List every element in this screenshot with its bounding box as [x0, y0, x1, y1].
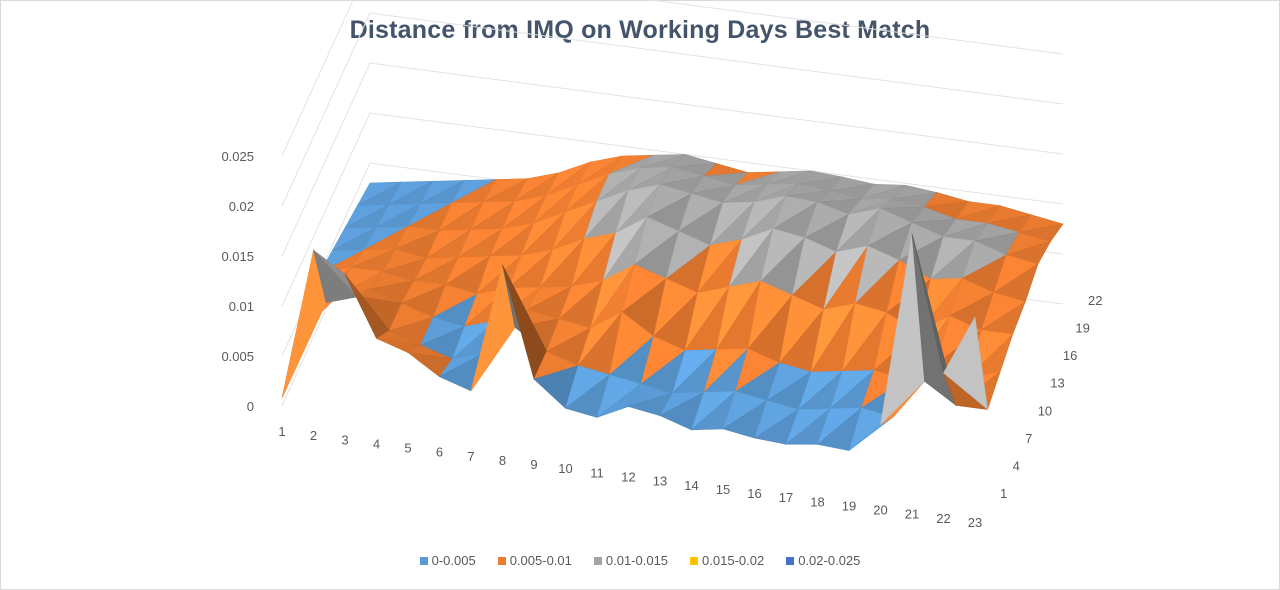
x-tick-label: 2: [310, 428, 317, 443]
z-tick-label: 0.02: [229, 199, 254, 214]
depth-tick-label: 19: [1075, 321, 1089, 336]
legend-swatch: [593, 556, 602, 565]
x-tick-label: 15: [716, 482, 730, 497]
depth-tick-label: 10: [1038, 403, 1052, 418]
x-tick-label: 12: [621, 470, 635, 485]
x-tick-label: 7: [467, 449, 474, 464]
depth-tick-label: 7: [1025, 431, 1032, 446]
legend-label: 0.005-0.01: [509, 553, 572, 568]
depth-tick-label: 4: [1013, 458, 1020, 473]
surface-mesh: [281, 154, 1064, 452]
x-tick-label: 9: [530, 457, 537, 472]
depth-tick-label: 1: [1000, 486, 1007, 501]
legend-item: 0.02-0.025: [786, 553, 860, 568]
x-tick-label: 5: [404, 441, 411, 456]
legend-swatch: [497, 556, 506, 565]
legend: 0-0.005 0.005-0.01 0.01-0.015 0.015-0.02 0.0…: [0, 553, 1280, 568]
x-tick-label: 23: [968, 515, 982, 530]
x-tick-label: 16: [747, 486, 761, 501]
z-tick-label: 0.025: [221, 149, 254, 164]
x-tick-label: 19: [842, 498, 856, 513]
legend-swatch: [690, 556, 699, 565]
legend-swatch: [786, 556, 795, 565]
z-tick-label: 0: [247, 399, 254, 414]
x-tick-label: 4: [373, 436, 380, 451]
x-tick-label: 20: [873, 503, 887, 518]
legend-label: 0.015-0.02: [702, 553, 765, 568]
depth-tick-label: 22: [1088, 293, 1102, 308]
legend-label: 0.02-0.025: [798, 553, 861, 568]
depth-tick-label: 16: [1063, 348, 1077, 363]
x-tick-label: 17: [779, 490, 793, 505]
z-tick-label: 0.01: [229, 299, 254, 314]
x-tick-label: 18: [810, 494, 824, 509]
legend-label: 0-0.005: [431, 553, 476, 568]
z-tick-label: 0.015: [221, 249, 254, 264]
x-tick-label: 3: [341, 432, 348, 447]
x-axis-ticks: 1 2 3 4 5 6 7 8 9 10 11 12 13 14 15 16 17 18 19 20 21 22 23: [278, 424, 982, 530]
x-tick-label: 11: [590, 465, 604, 480]
x-tick-label: 1: [278, 424, 285, 439]
chart-title: Distance from IMQ on Working Days Best M…: [349, 16, 931, 44]
x-tick-label: 13: [653, 474, 667, 489]
depth-tick-label: 13: [1050, 376, 1064, 391]
x-tick-label: 22: [936, 511, 950, 526]
gridline: [281, 112, 1064, 307]
legend-item: 0.015-0.02: [690, 553, 764, 568]
x-tick-label: 6: [436, 445, 443, 460]
gridline: [281, 0, 1064, 157]
legend-item: 0.005-0.01: [497, 553, 572, 568]
x-tick-label: 14: [684, 478, 698, 493]
z-tick-label: 0.005: [221, 349, 254, 364]
x-tick-label: 10: [558, 461, 572, 476]
legend-swatch: [419, 556, 428, 565]
z-axis-ticks: 0 0.005 0.01 0.015 0.02 0.025: [221, 149, 254, 414]
gridline: [281, 12, 1064, 207]
legend-label: 0.01-0.015: [605, 553, 669, 568]
gridline: [281, 62, 1064, 257]
legend-item: 0.01-0.015: [593, 553, 669, 568]
depth-axis-ticks: 147 10 13 16 19 22: [1000, 293, 1102, 501]
surface-facet: [943, 316, 989, 411]
x-tick-label: 21: [905, 507, 919, 522]
x-tick-label: 8: [499, 453, 506, 468]
legend-item: 0-0.005: [419, 553, 476, 568]
